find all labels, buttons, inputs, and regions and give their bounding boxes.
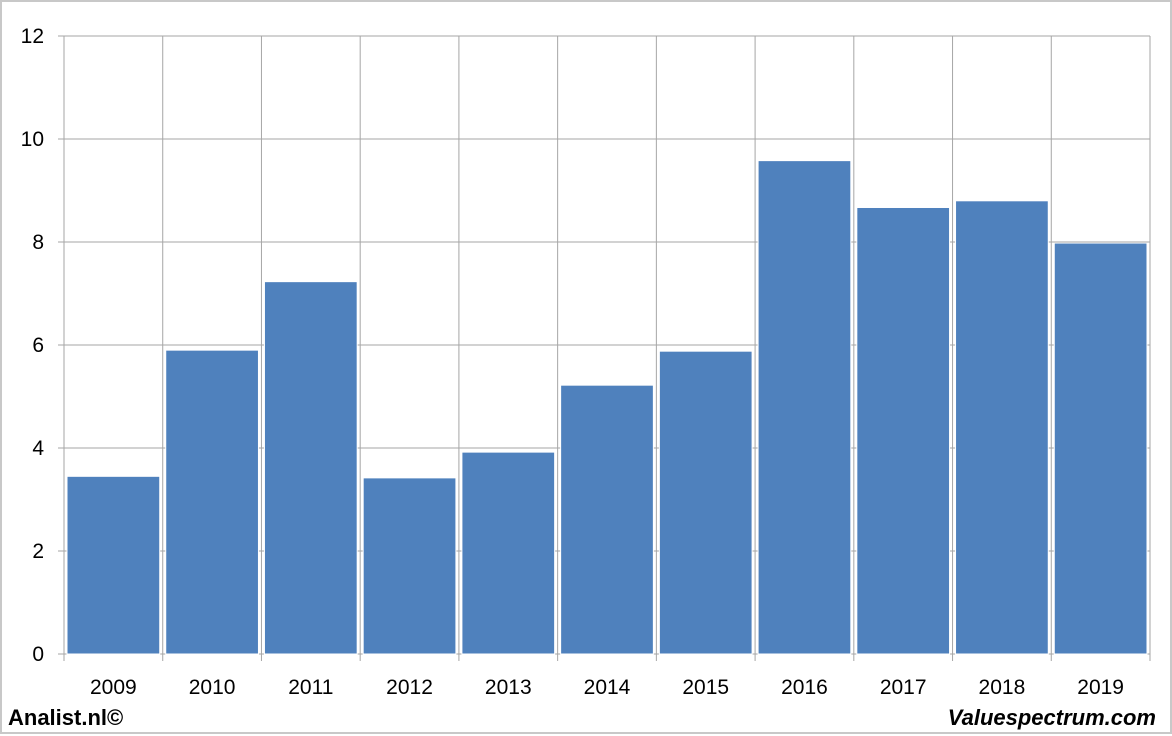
bar-2016 [757, 160, 852, 655]
y-tick-label: 0 [32, 643, 44, 666]
x-tick-label: 2015 [682, 676, 729, 699]
bar-2009 [66, 475, 161, 655]
y-tick-label: 8 [32, 231, 44, 254]
y-tick-label: 10 [21, 128, 44, 151]
x-tick-label: 2010 [189, 676, 236, 699]
x-tick-label: 2012 [386, 676, 433, 699]
y-tick-label: 12 [21, 25, 44, 48]
x-tick-label: 2017 [880, 676, 927, 699]
bar-2012 [362, 477, 457, 655]
bar-2010 [165, 349, 259, 655]
bar-2014 [560, 384, 654, 655]
bar-2011 [263, 281, 358, 655]
x-tick-label: 2016 [781, 676, 828, 699]
x-tick-label: 2018 [979, 676, 1026, 699]
y-tick-label: 6 [32, 334, 44, 357]
bar-2013 [461, 451, 556, 655]
footer-credit-left: Analist.nl© [8, 705, 124, 730]
bar-2019 [1053, 242, 1148, 655]
bar-2017 [856, 206, 951, 655]
bar-2015 [658, 350, 753, 655]
x-tick-label: 2013 [485, 676, 532, 699]
x-tick-label: 2009 [90, 676, 137, 699]
y-tick-label: 2 [32, 540, 44, 563]
x-tick-label: 2014 [584, 676, 631, 699]
x-tick-label: 2011 [288, 676, 333, 699]
y-tick-label: 4 [32, 437, 44, 460]
footer-credit-right: Valuespectrum.com [947, 705, 1156, 730]
bar-2018 [955, 200, 1049, 655]
x-tick-label: 2019 [1077, 676, 1124, 699]
